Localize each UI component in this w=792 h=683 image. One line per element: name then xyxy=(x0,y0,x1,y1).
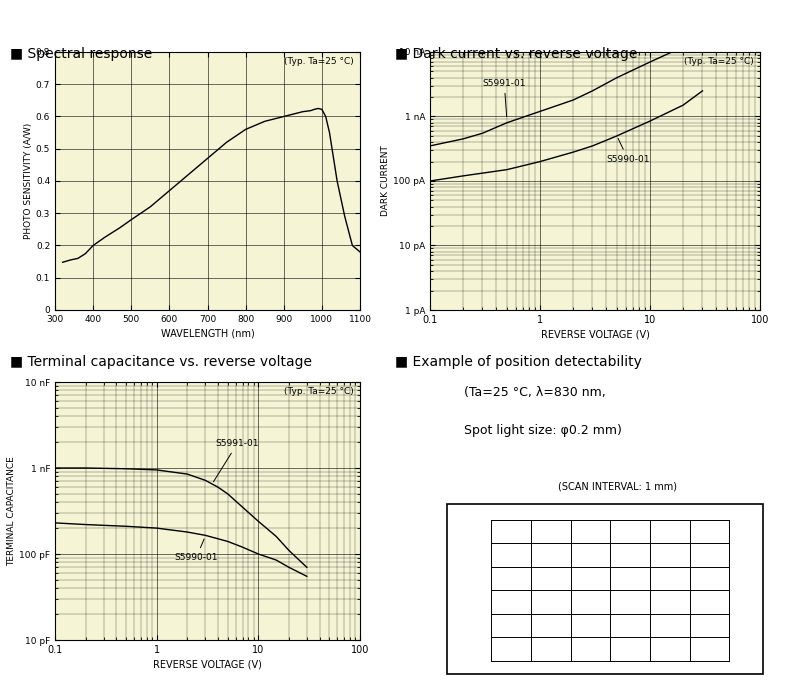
Text: (Typ. Ta=25 °C): (Typ. Ta=25 °C) xyxy=(284,57,354,66)
Text: S5990-01: S5990-01 xyxy=(174,539,218,562)
Text: S5990-01: S5990-01 xyxy=(606,139,649,164)
Text: S5991-01: S5991-01 xyxy=(214,439,259,482)
Text: (Ta=25 °C, λ=830 nm,: (Ta=25 °C, λ=830 nm, xyxy=(464,386,606,399)
Text: ■ Example of position detectability: ■ Example of position detectability xyxy=(395,355,642,369)
Text: Spot light size: φ0.2 mm): Spot light size: φ0.2 mm) xyxy=(464,424,622,437)
Y-axis label: PHOTO SENSITIVITY (A/W): PHOTO SENSITIVITY (A/W) xyxy=(24,123,33,239)
X-axis label: REVERSE VOLTAGE (V): REVERSE VOLTAGE (V) xyxy=(541,329,649,339)
X-axis label: WAVELENGTH (nm): WAVELENGTH (nm) xyxy=(161,328,254,338)
X-axis label: REVERSE VOLTAGE (V): REVERSE VOLTAGE (V) xyxy=(153,659,262,669)
Text: ■ Spectral response: ■ Spectral response xyxy=(10,47,152,61)
Text: (Typ. Ta=25 °C): (Typ. Ta=25 °C) xyxy=(683,57,753,66)
Text: ■ Terminal capacitance vs. reverse voltage: ■ Terminal capacitance vs. reverse volta… xyxy=(10,355,312,369)
Text: (SCAN INTERVAL: 1 mm): (SCAN INTERVAL: 1 mm) xyxy=(558,482,676,492)
Text: S5991-01: S5991-01 xyxy=(482,79,526,117)
Y-axis label: DARK CURRENT: DARK CURRENT xyxy=(382,145,390,217)
Text: ■ Dark current vs. reverse voltage: ■ Dark current vs. reverse voltage xyxy=(395,47,638,61)
Text: (Typ. Ta=25 °C): (Typ. Ta=25 °C) xyxy=(284,387,354,396)
Y-axis label: TERMINAL CAPACITANCE: TERMINAL CAPACITANCE xyxy=(7,456,17,566)
